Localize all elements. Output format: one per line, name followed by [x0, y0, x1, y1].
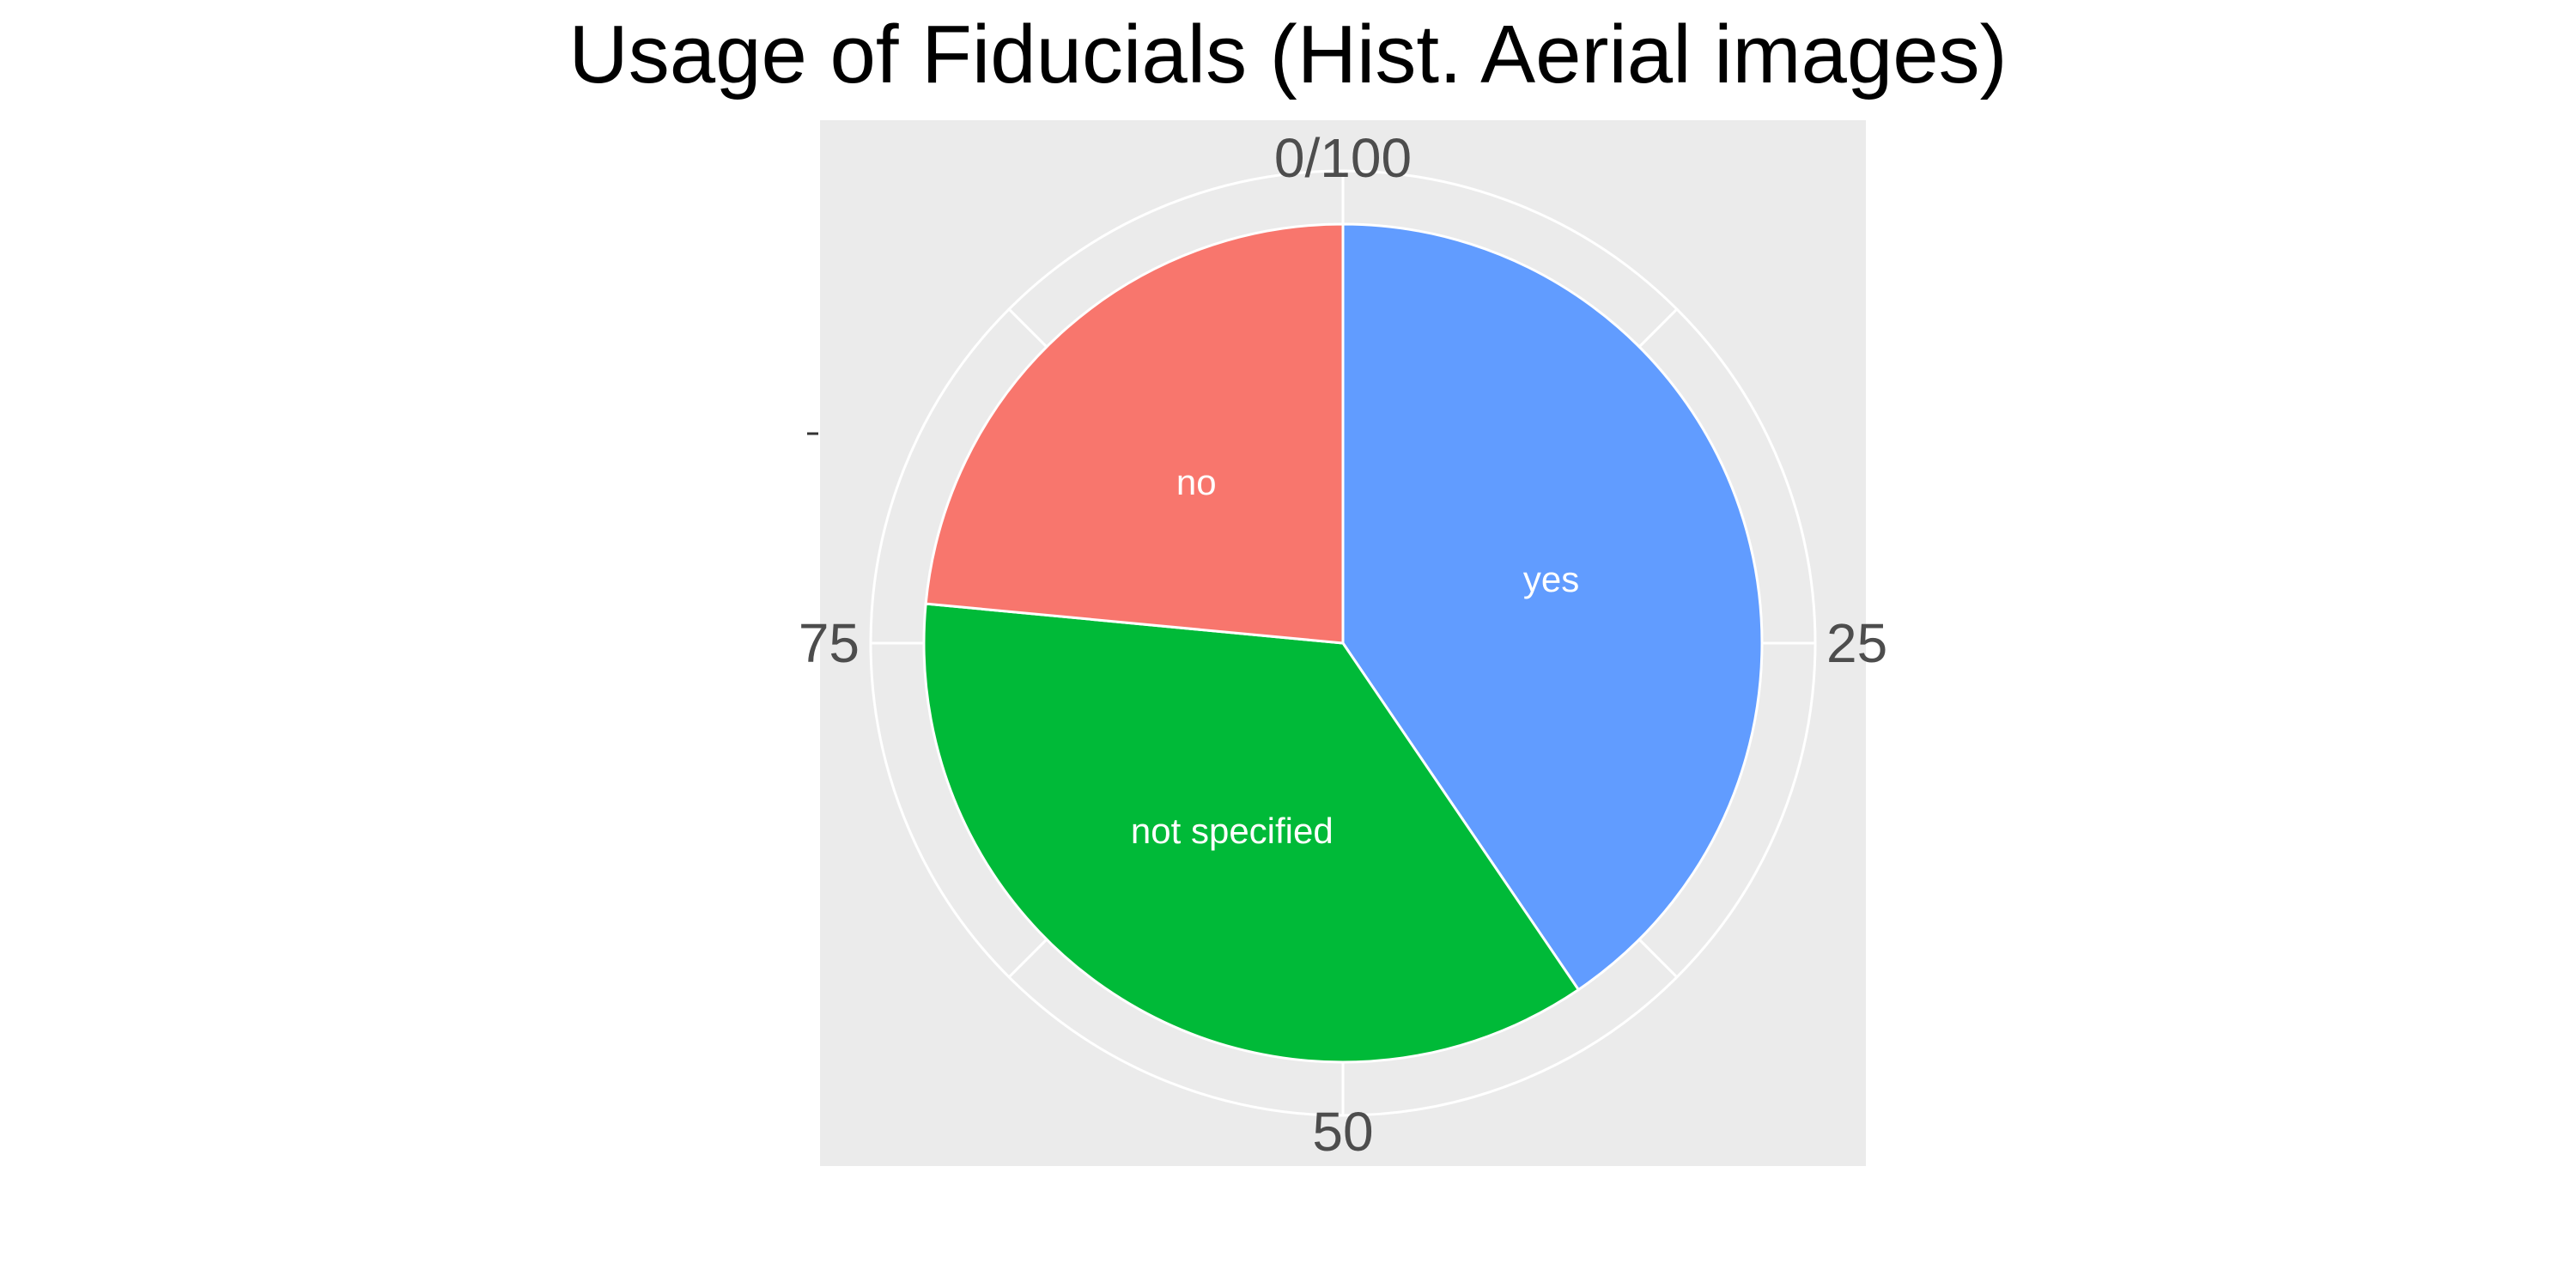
chart-title: Usage of Fiducials (Hist. Aerial images)	[568, 9, 2008, 100]
pie-slice-yes	[1341, 222, 1764, 992]
pie-slice-no	[924, 222, 1345, 645]
axis-tick-label: 75	[799, 612, 860, 674]
axis-tick-label: 0/100	[1274, 127, 1412, 189]
slice-label-yes: yes	[1523, 559, 1579, 599]
axis-tick-label: 25	[1826, 612, 1887, 674]
pie-slice-not-specified	[922, 602, 1581, 1064]
ticks-layer: 0/100 25 50 75	[799, 127, 1887, 1163]
slice-label-not-specified: not specified	[1131, 811, 1334, 851]
labels-layer: yes not specified no	[1131, 462, 1579, 851]
axis-tick-label: 50	[1312, 1101, 1373, 1163]
slice-label-no: no	[1176, 462, 1217, 502]
slices-layer	[922, 222, 1764, 1064]
